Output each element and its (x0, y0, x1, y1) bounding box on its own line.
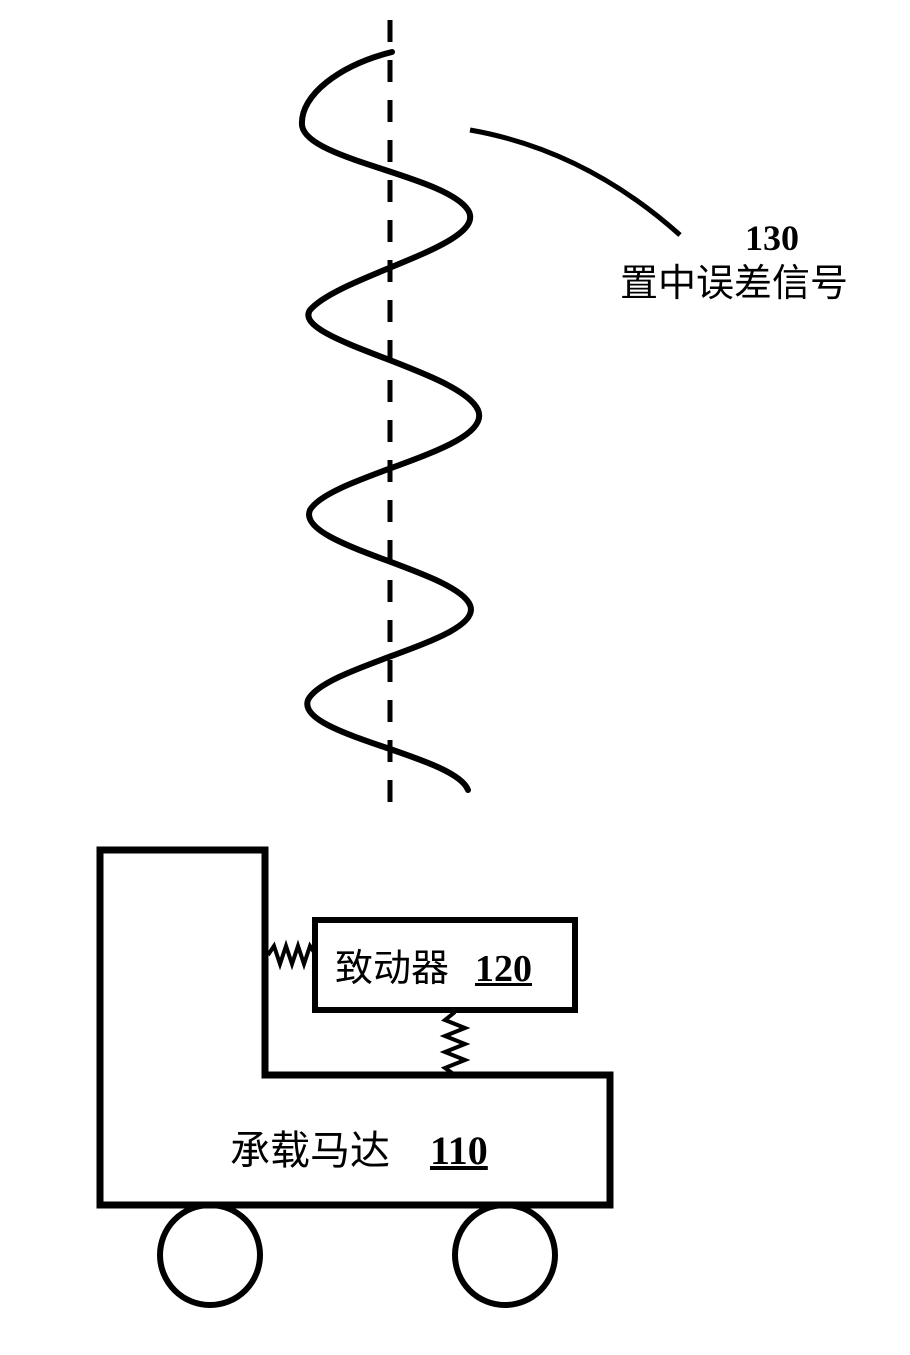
wheel-left (160, 1205, 260, 1305)
actuator-label: 致动器 (335, 945, 449, 994)
ref-130-label: 置中误差信号 (620, 260, 848, 309)
actuator-ref: 120 (475, 945, 532, 994)
wheel-right (455, 1205, 555, 1305)
motor-ref: 110 (430, 1125, 488, 1177)
spring-bottom (445, 1012, 465, 1075)
leader-line-130 (470, 130, 680, 235)
ref-130-number: 130 (745, 215, 799, 262)
spring-left (268, 946, 316, 964)
motor-label: 承载马达 (230, 1125, 390, 1177)
